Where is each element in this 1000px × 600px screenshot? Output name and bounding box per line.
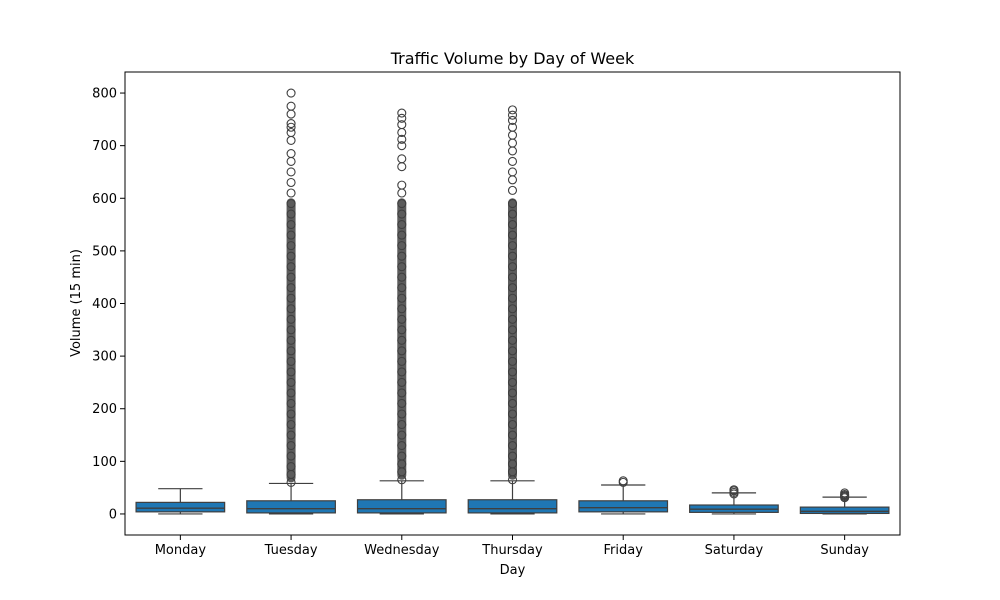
x-axis-label: Day: [500, 563, 526, 578]
y-tick-label: 400: [92, 297, 117, 312]
outlier-cluster-thursday: [508, 198, 517, 480]
y-tick-label: 0: [109, 507, 117, 522]
outlier-cluster-wednesday: [397, 198, 407, 480]
outlier-thursday: [507, 167, 518, 177]
chart-title: Traffic Volume by Day of Week: [390, 49, 635, 68]
outlier-tuesday: [286, 188, 296, 198]
outlier-tuesday: [286, 122, 296, 132]
y-axis-label: Volume (15 min): [69, 249, 84, 357]
box-wednesday: [356, 499, 447, 514]
outlier-tuesday: [286, 127, 296, 138]
outlier-sunday: [840, 488, 850, 498]
outlier-tuesday: [286, 167, 296, 177]
outlier-saturday: [729, 485, 739, 495]
x-tick-label-wednesday: Wednesday: [364, 543, 440, 558]
x-tick-label-saturday: Saturday: [705, 543, 764, 558]
outlier-wednesday: [397, 154, 407, 164]
outlier-thursday: [507, 175, 518, 185]
outlier-cluster-tuesday: [286, 198, 296, 483]
outlier-thursday: [507, 185, 518, 195]
x-tick-label-monday: Monday: [155, 543, 207, 558]
y-tick-label: 800: [92, 87, 117, 102]
y-tick-label: 100: [92, 455, 117, 470]
box-sunday: [799, 506, 890, 515]
box-friday: [578, 500, 669, 513]
outlier-thursday: [507, 115, 518, 125]
y-tick-label: 200: [92, 402, 117, 417]
box-tuesday: [246, 500, 336, 514]
outlier-wednesday: [397, 162, 407, 172]
x-tick-label-tuesday: Tuesday: [264, 543, 318, 558]
x-tick-label-thursday: Thursday: [481, 543, 543, 558]
outlier-wednesday: [397, 180, 407, 190]
y-tick-label: 600: [92, 192, 117, 207]
outlier-tuesday: [286, 109, 296, 119]
outlier-tuesday: [286, 101, 296, 111]
outlier-wednesday: [397, 134, 407, 144]
outlier-thursday: [507, 146, 518, 156]
box-thursday: [467, 499, 558, 514]
outlier-wednesday: [397, 113, 407, 123]
outlier-tuesday: [286, 88, 296, 98]
outlier-thursday: [507, 122, 518, 132]
outlier-tuesday: [286, 177, 296, 188]
outlier-tuesday: [286, 119, 296, 129]
plot-area: 0 100 200 300 400 500 600 700 800 Monday Tuesday We…: [92, 71, 901, 558]
outlier-friday: [618, 476, 628, 486]
outlier-tuesday: [286, 156, 296, 166]
outlier-wednesday: [397, 188, 407, 198]
outlier-wednesday: [397, 141, 407, 151]
box-monday: [135, 501, 226, 513]
y-tick-label: 700: [92, 139, 117, 154]
y-tick-label: 500: [92, 244, 117, 259]
outlier-thursday: [507, 138, 518, 148]
outlier-thursday: [507, 130, 518, 140]
outlier-wednesday: [397, 108, 407, 118]
outlier-thursday: [507, 156, 518, 166]
y-tick-label: 300: [92, 350, 117, 365]
outlier-thursday: [507, 110, 518, 120]
x-tick-label-friday: Friday: [604, 543, 644, 558]
x-tick-label-sunday: Sunday: [820, 543, 869, 558]
outlier-wednesday: [397, 120, 407, 130]
outlier-thursday: [507, 105, 518, 115]
outlier-tuesday: [286, 135, 296, 145]
outlier-tuesday: [286, 149, 296, 159]
